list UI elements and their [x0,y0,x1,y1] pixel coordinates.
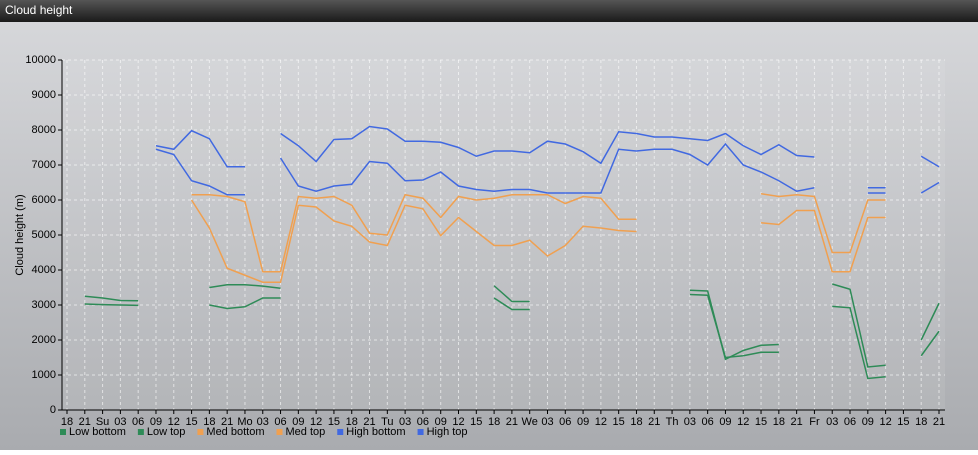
legend-label: High top [427,426,468,438]
x-tick-label: 18 [630,416,642,428]
x-tick-label: 15 [470,416,482,428]
y-tick-label: 2000 [32,334,56,346]
legend-label: Low bottom [69,426,126,438]
x-tick-label: 15 [328,416,340,428]
x-tick-label: 09 [862,416,874,428]
x-tick-label: 12 [168,416,180,428]
x-tick-label: 03 [257,416,269,428]
x-tick-label: 06 [274,416,286,428]
y-tick-label: 9000 [32,89,56,101]
legend-swatch [276,429,283,435]
chart-title: Cloud height [5,3,73,17]
legend-label: Low top [147,426,186,438]
x-tick-label: 06 [417,416,429,428]
x-tick-label: 09 [292,416,304,428]
x-tick-label: 12 [737,416,749,428]
x-tick-label: 21 [648,416,660,428]
y-axis-label: Cloud height (m) [14,194,26,275]
legend-label: Med top [286,426,326,438]
x-tick-label: Tu [381,416,393,428]
series-line [84,283,940,368]
legend-label: Med bottom [206,426,264,438]
x-tick-label: 03 [541,416,553,428]
x-tick-label: 06 [844,416,856,428]
x-tick-label: 18 [61,416,73,428]
x-tick-label: 15 [613,416,625,428]
x-tick-label: 09 [719,416,731,428]
x-tick-label: 12 [452,416,464,428]
x-tick-label: 09 [577,416,589,428]
x-tick-label: 12 [879,416,891,428]
x-tick-label: 18 [915,416,927,428]
y-tick-label: 1000 [32,369,56,381]
x-tick-label: Su [96,416,109,428]
x-tick-label: 06 [702,416,714,428]
legend-swatch [337,429,344,435]
x-tick-label: 21 [791,416,803,428]
x-tick-label: 09 [150,416,162,428]
x-tick-label: 09 [435,416,447,428]
x-tick-label: We [522,416,538,428]
legend-label: High bottom [346,426,405,438]
x-tick-label: 03 [114,416,126,428]
x-tick-label: 03 [684,416,696,428]
x-tick-label: Fr [809,416,820,428]
series-line [155,142,940,196]
y-tick-label: 6000 [32,194,56,206]
x-tick-label: 18 [346,416,358,428]
x-tick-label: 18 [488,416,500,428]
series-line [84,293,940,380]
legend-swatch [197,429,204,435]
x-tick-label: 21 [221,416,233,428]
x-tick-label: 12 [310,416,322,428]
x-tick-label: 18 [773,416,785,428]
y-tick-label: 4000 [32,264,56,276]
x-tick-label: 21 [506,416,518,428]
x-tick-label: 15 [897,416,909,428]
x-tick-label: 12 [595,416,607,428]
series-line [191,192,886,273]
x-tick-label: Mo [237,416,252,428]
legend-swatch [417,429,424,435]
series-line [190,199,886,283]
x-tick-label: 18 [203,416,215,428]
y-tick-label: 10000 [25,54,56,66]
x-tick-label: 15 [755,416,767,428]
title-bar [0,0,978,22]
series-line [155,125,940,189]
x-tick-label: 06 [559,416,571,428]
y-tick-label: 5000 [32,229,56,241]
x-tick-label: 06 [132,416,144,428]
x-tick-label: 21 [933,416,945,428]
x-tick-label: 15 [185,416,197,428]
y-tick-label: 0 [50,404,56,416]
legend-swatch [137,429,144,435]
x-tick-label: 03 [826,416,838,428]
x-tick-label: Th [666,416,679,428]
x-tick-label: 21 [79,416,91,428]
y-tick-label: 3000 [32,299,56,311]
legend-swatch [60,429,66,435]
y-tick-label: 8000 [32,124,56,136]
x-tick-label: 21 [363,416,375,428]
y-tick-label: 7000 [32,159,56,171]
x-tick-label: 03 [399,416,411,428]
